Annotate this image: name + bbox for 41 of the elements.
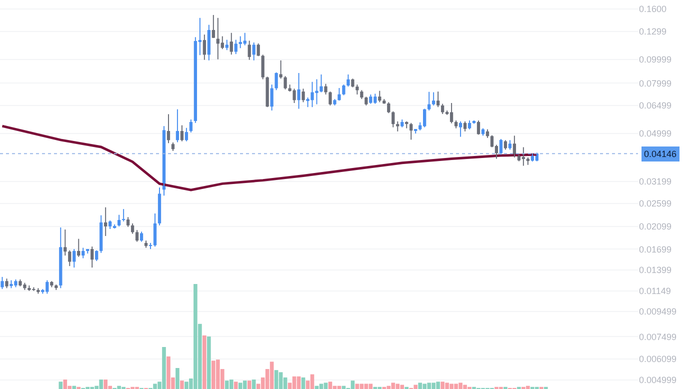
- bar: [328, 382, 332, 389]
- y-tick-label: 0.004999: [639, 375, 677, 386]
- bar: [270, 362, 274, 389]
- y-tick-label: 0.07999: [639, 78, 672, 88]
- bar: [310, 374, 314, 389]
- y-tick-label: 0.006099: [639, 354, 677, 364]
- y-tick-label: 0.007499: [639, 332, 677, 342]
- bar: [202, 335, 206, 389]
- bar: [234, 382, 238, 389]
- bar: [247, 380, 252, 389]
- ref-line-label: 0.04146: [644, 149, 677, 159]
- y-tick-label: 0.09999: [639, 54, 672, 64]
- y-tick-label: 0.02099: [639, 222, 672, 232]
- bar: [72, 386, 76, 389]
- y-tick-label: 0.01699: [639, 244, 672, 254]
- candlestick: [279, 60, 282, 80]
- y-tick-label: 0.06499: [639, 100, 672, 111]
- bar: [350, 380, 355, 389]
- bar: [207, 336, 211, 389]
- bar: [176, 368, 180, 389]
- y-tick-label: 0.02599: [639, 198, 672, 209]
- bar: [301, 377, 306, 389]
- y-tick-label: 0.04999: [639, 128, 672, 139]
- bar: [63, 380, 68, 389]
- bar: [229, 380, 234, 389]
- bar: [296, 376, 301, 389]
- bar: [242, 380, 247, 389]
- bar: [324, 382, 328, 389]
- y-tick-label: 0.009499: [639, 306, 677, 317]
- y-tick-label: 0.1600: [639, 4, 667, 14]
- y-tick-label: 0.01399: [639, 265, 672, 276]
- y-tick-label: 0.1299: [639, 26, 667, 36]
- y-tick-label: 0.03199: [639, 176, 672, 186]
- bar: [252, 380, 256, 389]
- bar: [180, 380, 184, 389]
- line-series: [1, 124, 538, 192]
- y-tick-label: 0.01149: [639, 286, 671, 296]
- bar: [58, 382, 63, 389]
- bar: [292, 376, 296, 389]
- bar: [274, 370, 278, 389]
- bar: [278, 372, 283, 389]
